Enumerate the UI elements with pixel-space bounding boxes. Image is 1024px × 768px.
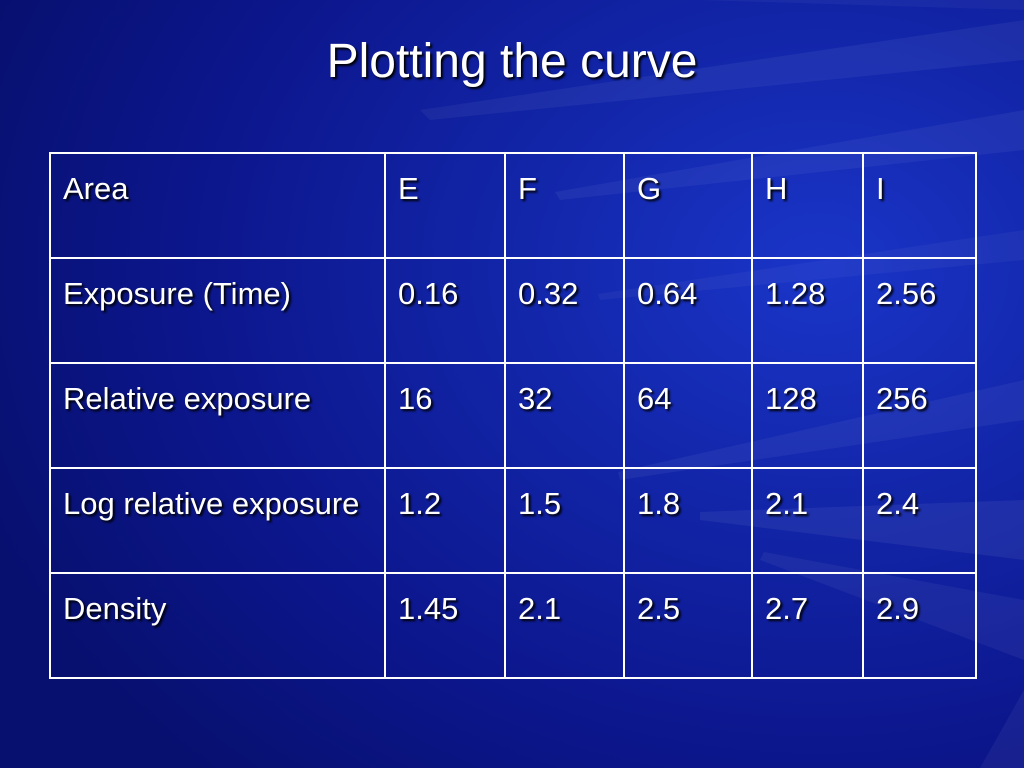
row-label: Log relative exposure [49,467,386,574]
table-cell: 2.9 [862,572,977,679]
table-cell: 2.4 [862,467,977,574]
table-cell: 1.8 [623,467,753,574]
table-cell: 2.56 [862,257,977,364]
table-cell: 256 [862,362,977,469]
table-cell: G [623,152,753,259]
table-cell: 2.1 [504,572,625,679]
table-row-exposure-time: Exposure (Time) 0.16 0.32 0.64 1.28 2.56 [49,257,977,364]
table-row-log-relative-exposure: Log relative exposure 1.2 1.5 1.8 2.1 2.… [49,467,977,574]
table-cell: 1.2 [384,467,506,574]
table-cell: 128 [751,362,864,469]
slide-title: Plotting the curve [326,35,698,88]
table-cell: 0.32 [504,257,625,364]
table-cell: 64 [623,362,753,469]
table-cell: 2.1 [751,467,864,574]
table-cell: I [862,152,977,259]
table-cell: H [751,152,864,259]
table-cell: 32 [504,362,625,469]
table-cell: 1.5 [504,467,625,574]
data-table: Area E F G H I Exposure (Time) 0.16 0.32… [49,152,977,679]
table-row-area: Area E F G H I [49,152,977,259]
table-cell: 1.45 [384,572,506,679]
row-label: Density [49,572,386,679]
table-cell: 16 [384,362,506,469]
row-label: Area [49,152,386,259]
row-label: Exposure (Time) [49,257,386,364]
table-cell: 2.7 [751,572,864,679]
table-cell: 0.64 [623,257,753,364]
table-cell: F [504,152,625,259]
table-cell: 1.28 [751,257,864,364]
table-row-density: Density 1.45 2.1 2.5 2.7 2.9 [49,572,977,679]
table-cell: 0.16 [384,257,506,364]
table-cell: 2.5 [623,572,753,679]
table-row-relative-exposure: Relative exposure 16 32 64 128 256 [49,362,977,469]
table-cell: E [384,152,506,259]
row-label: Relative exposure [49,362,386,469]
